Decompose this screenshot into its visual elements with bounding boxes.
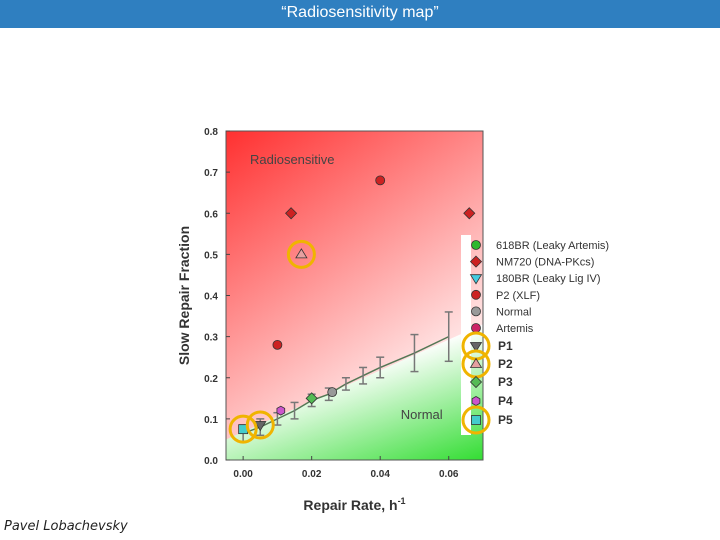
error-bar xyxy=(444,311,453,363)
x-tick-label: 0.00 xyxy=(233,469,253,480)
y-tick-label: 0.2 xyxy=(204,374,218,385)
legend-marker-normal xyxy=(471,306,481,317)
data-point-p2-xlf xyxy=(375,175,386,186)
slide-title: “Radiosensitivity map” xyxy=(281,4,439,21)
legend-label-normal: Normal xyxy=(496,306,531,318)
x-tick-label: 0.06 xyxy=(439,469,459,480)
y-tick-label: 0.1 xyxy=(204,415,218,426)
legend-marker-artemis xyxy=(471,323,481,333)
legend-highlight-ring xyxy=(461,405,491,435)
highlight-ring xyxy=(245,410,275,440)
legend-marker-p2 xyxy=(469,357,483,368)
data-point-p2 xyxy=(295,248,308,259)
legend-marker-p3 xyxy=(469,375,483,389)
data-point-nm720-dna-pkcs xyxy=(285,207,298,220)
x-tick-label: 0.02 xyxy=(302,469,322,480)
data-point-p4 xyxy=(276,405,286,416)
error-bar xyxy=(290,401,299,420)
legend-marker-p4 xyxy=(471,396,481,406)
legend-marker-p1 xyxy=(469,342,483,353)
legend-marker-618br-leaky-artemis xyxy=(471,240,481,250)
title-bar: “Radiosensitivity map” xyxy=(0,0,720,28)
data-point-nm720-dna-pkcs xyxy=(463,207,476,220)
x-axis-label-superscript: -1 xyxy=(398,496,406,506)
error-bar xyxy=(341,377,350,391)
legend-label-p2-xlf: P2 (XLF) xyxy=(496,290,540,302)
legend-label-618br-leaky-artemis: 618BR (Leaky Artemis) xyxy=(496,240,609,252)
data-point-normal xyxy=(327,387,338,398)
x-tick-label: 0.04 xyxy=(370,469,390,480)
highlight-ring xyxy=(286,239,316,269)
y-tick-label: 0.6 xyxy=(204,209,218,220)
author-credit: Pavel Lobachevsky xyxy=(4,519,128,534)
legend-marker-180br-leaky-lig-iv xyxy=(469,274,483,285)
legend-label-p4: P4 xyxy=(498,394,513,408)
x-axis-label: Repair Rate, h-1 xyxy=(303,496,405,513)
annotation-radiosensitive: Radiosensitive xyxy=(250,152,335,167)
legend-label-artemis: Artemis xyxy=(496,323,534,335)
y-tick-label: 0.3 xyxy=(204,333,218,344)
error-bar xyxy=(359,366,368,385)
legend-label-p3: P3 xyxy=(498,375,513,389)
normal-zone xyxy=(226,324,483,460)
y-tick-label: 0.4 xyxy=(204,292,218,303)
data-point-p3 xyxy=(305,392,318,405)
annotation-normal: Normal xyxy=(401,407,443,422)
legend-marker-p5 xyxy=(471,415,481,425)
y-tick-label: 0.8 xyxy=(204,127,218,138)
error-bar xyxy=(376,356,385,379)
legend-marker-p2-xlf xyxy=(471,289,481,300)
legend-label-p5: P5 xyxy=(498,413,513,427)
legend-label-180br-leaky-lig-iv: 180BR (Leaky Lig IV) xyxy=(496,273,601,285)
legend-mask xyxy=(461,235,471,435)
legend-label-nm720-dna-pkcs: NM720 (DNA-PKcs) xyxy=(496,257,594,269)
data-point-p1 xyxy=(254,421,267,432)
y-tick-label: 0.7 xyxy=(204,168,218,179)
highlight-ring xyxy=(228,414,258,444)
legend-marker-nm720-dna-pkcs xyxy=(469,255,483,268)
y-axis-label: Slow Repair Fraction xyxy=(176,226,192,365)
y-tick-label: 0.5 xyxy=(204,250,218,261)
legend-label-p1: P1 xyxy=(498,339,513,353)
legend-label-p2: P2 xyxy=(498,357,513,371)
data-point-p2-xlf xyxy=(272,339,283,350)
y-tick-label: 0.0 xyxy=(204,456,218,467)
error-bar xyxy=(410,333,419,373)
